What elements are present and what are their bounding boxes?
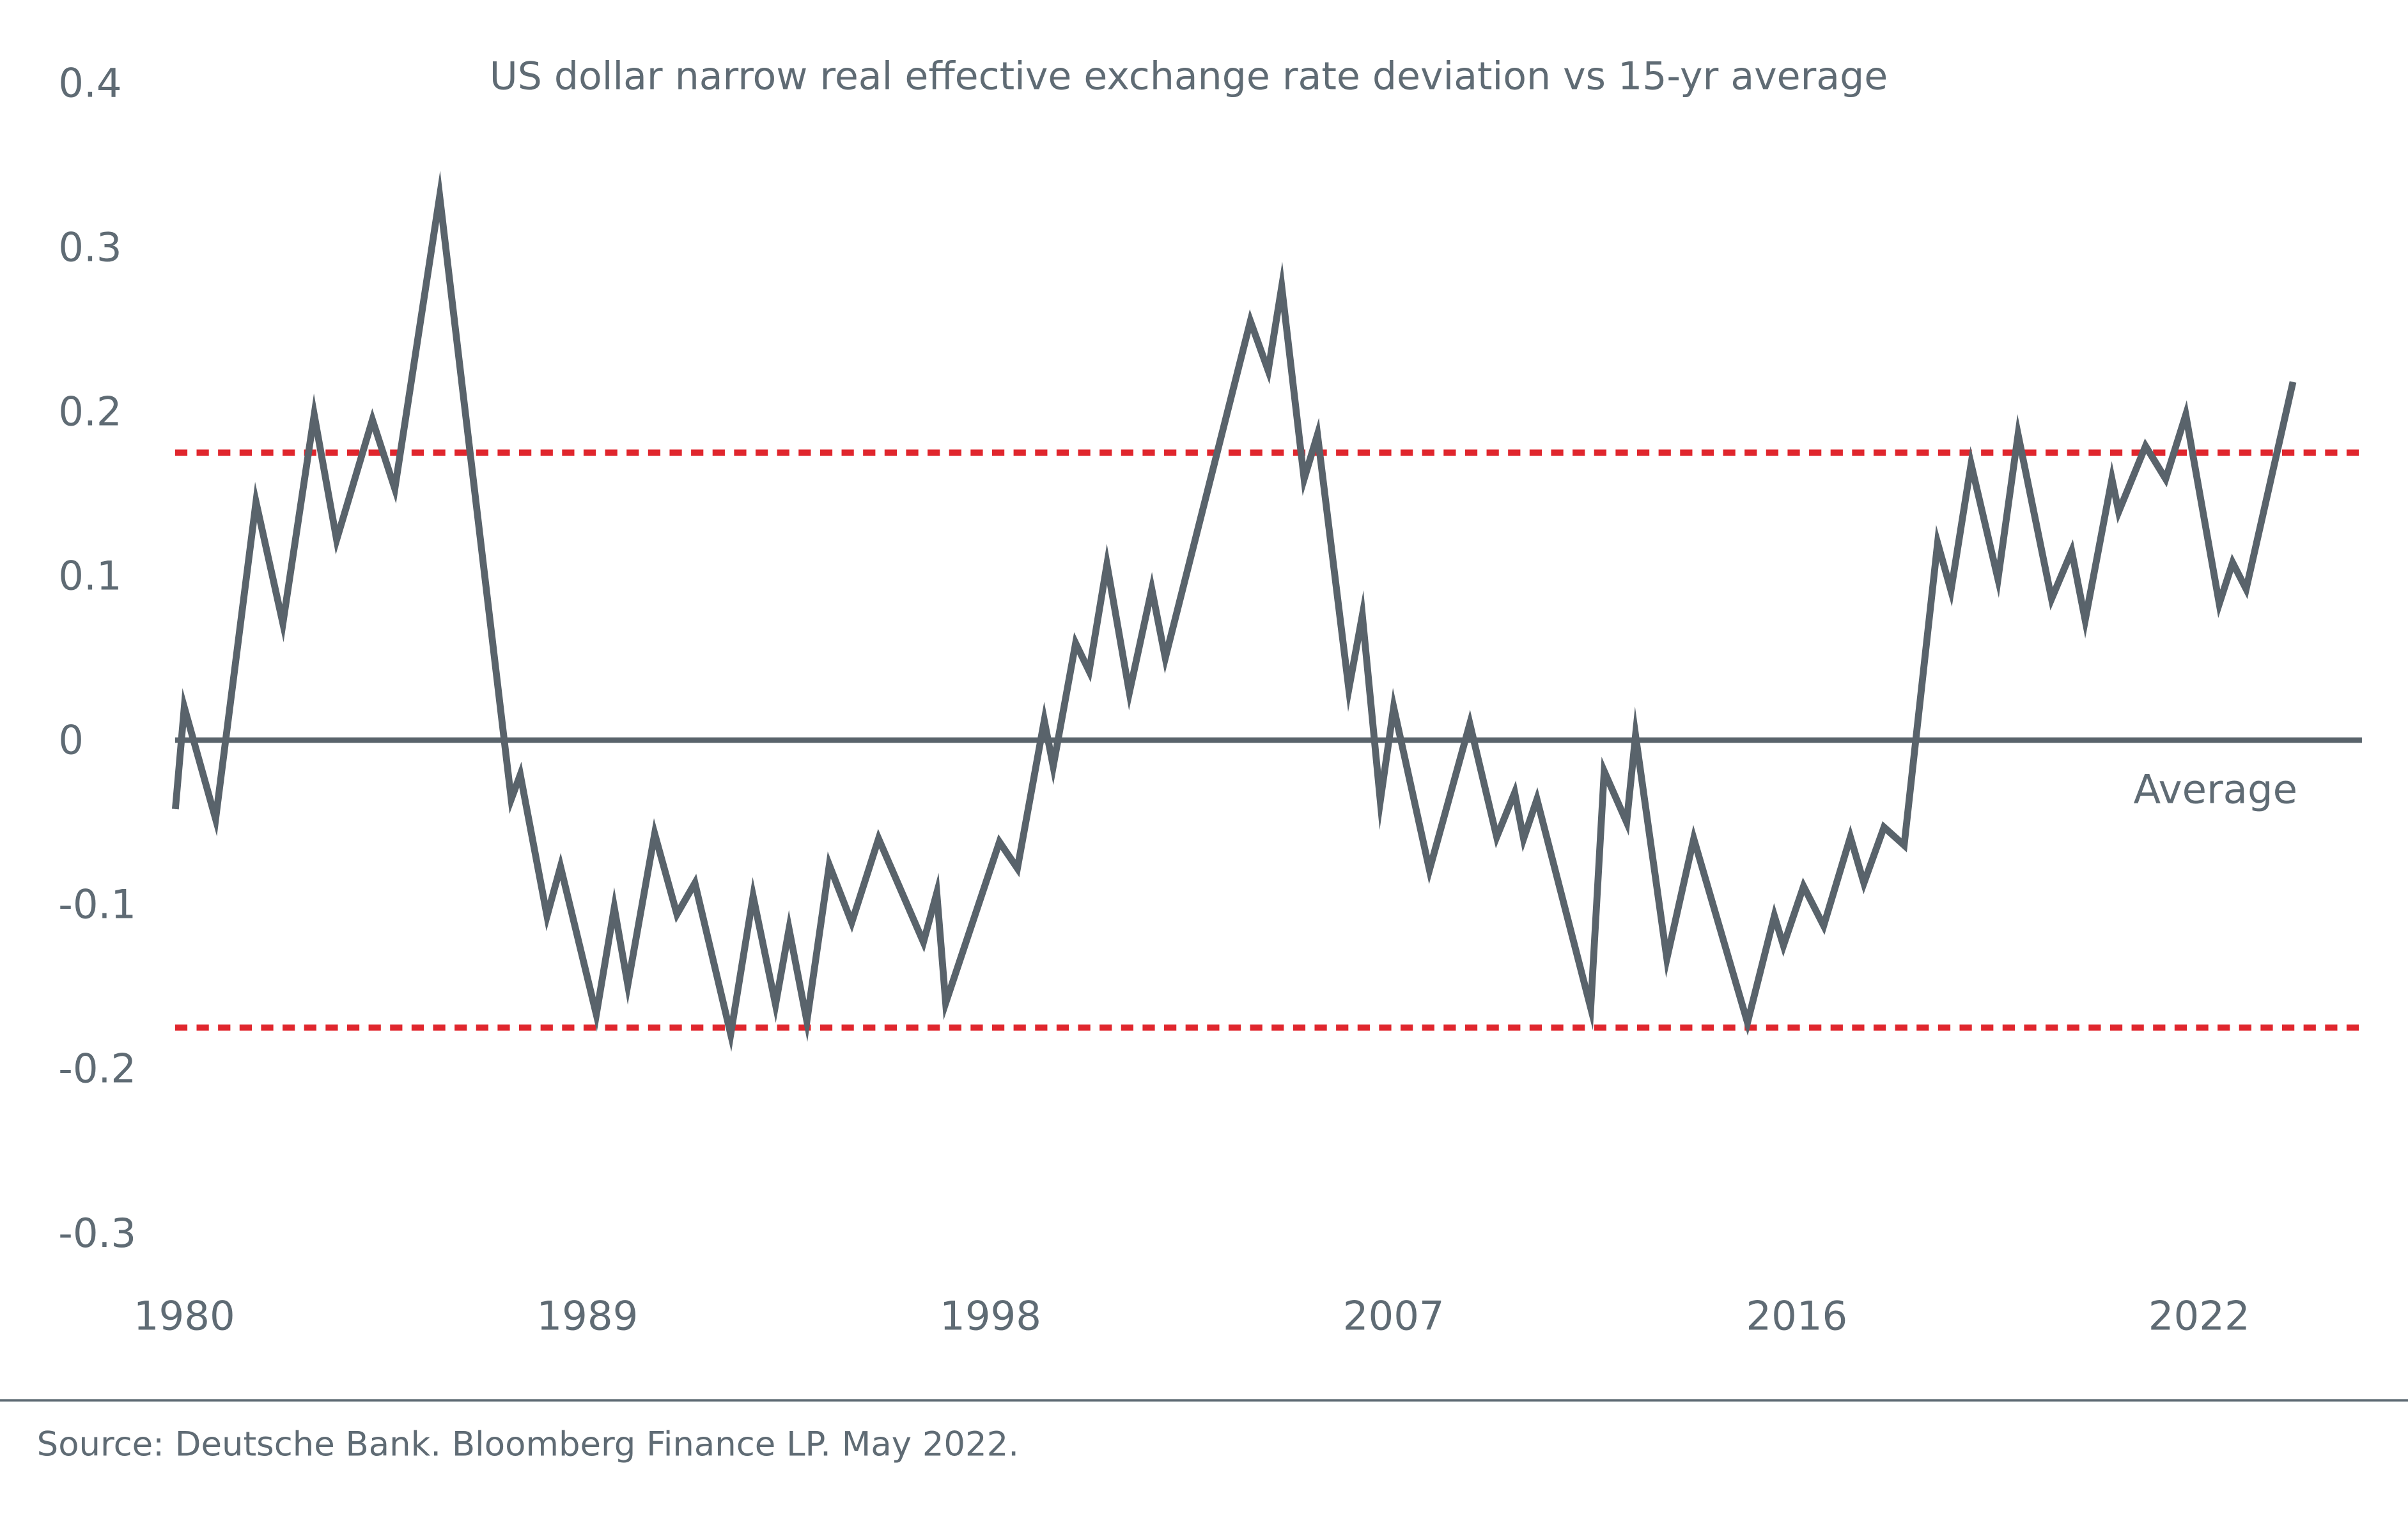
- y-axis-ticks: 0.4 0.3 0.2 0.1 0 -0.1 -0.2 -0.3: [58, 59, 136, 1256]
- series-line: [171, 170, 2297, 1052]
- y-tick-label: -0.3: [58, 1210, 136, 1257]
- x-axis-ticks: 1980 1989 1998 2007 2016 2022: [134, 1293, 2250, 1340]
- source-note: Source: Deutsche Bank. Bloomberg Finance…: [37, 1425, 1019, 1464]
- series-group: [171, 170, 2297, 1052]
- x-tick-label: 1989: [536, 1293, 638, 1340]
- x-tick-label: 1998: [940, 1293, 1041, 1340]
- y-tick-label: -0.1: [58, 881, 136, 928]
- reference-lines: [175, 449, 2362, 1031]
- x-tick-label: 1980: [134, 1293, 235, 1340]
- y-tick-label: -0.2: [58, 1046, 136, 1092]
- x-tick-label: 2022: [2148, 1293, 2250, 1340]
- y-tick-label: 0.2: [58, 389, 121, 435]
- average-label: Average: [2134, 766, 2297, 813]
- y-tick-label: 0: [58, 717, 84, 764]
- y-tick-label: 0.4: [58, 59, 121, 106]
- chart-title: US dollar narrow real effective exchange…: [490, 54, 1888, 98]
- x-tick-label: 2016: [1746, 1293, 1847, 1340]
- y-tick-label: 0.1: [58, 553, 121, 599]
- x-tick-label: 2007: [1343, 1293, 1445, 1340]
- y-tick-label: 0.3: [58, 224, 121, 270]
